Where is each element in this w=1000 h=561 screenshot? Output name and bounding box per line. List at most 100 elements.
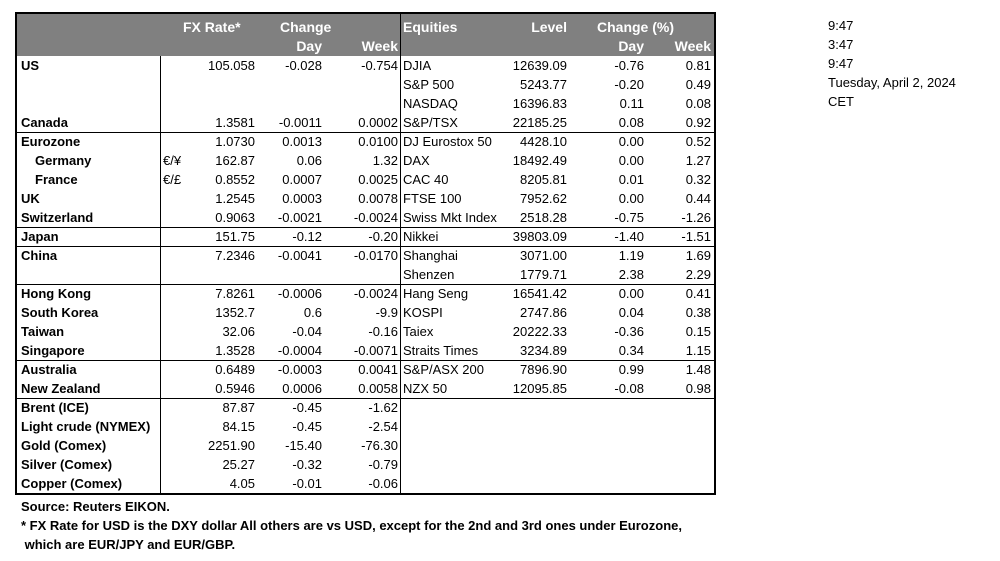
- equity-level: 7896.90: [520, 362, 567, 377]
- header-eq-week: Week: [674, 38, 711, 54]
- equity-day-change: -1.40: [614, 229, 644, 244]
- row-name: Taiwan: [21, 324, 65, 339]
- equity-day-change: 0.01: [618, 172, 644, 187]
- fx-day-change: -0.0021: [277, 210, 322, 225]
- equity-day-change: 0.99: [618, 362, 644, 377]
- table-row: Germany €/¥ 162.87 0.06 1.32 DAX 18492.49 0.00 1…: [17, 151, 714, 170]
- table-row: South Korea 1352.7 0.6 -9.9 KOSPI 2747.86 0.04…: [17, 303, 714, 322]
- fx-rate: 162.87: [215, 153, 255, 168]
- table-row: China 7.2346 -0.0041 -0.0170 Shanghai 3071.00…: [17, 246, 714, 265]
- currency-pair: €/£: [163, 172, 182, 187]
- row-name: Japan: [21, 229, 59, 244]
- fx-rate: 1.3581: [215, 115, 255, 130]
- currency-pair: €/¥: [163, 153, 182, 168]
- equity-index: S&P/ASX 200: [403, 362, 484, 377]
- equity-index: Shenzen: [403, 267, 455, 282]
- row-name: UK: [21, 191, 40, 206]
- table-row: France €/£ 0.8552 0.0007 0.0025 CAC 40 8205.81…: [17, 170, 714, 189]
- equity-week-change: 0.44: [685, 191, 711, 206]
- equity-week-change: 1.69: [685, 248, 711, 263]
- equity-day-change: 2.38: [618, 267, 644, 282]
- equity-day-change: -0.08: [614, 381, 644, 396]
- fx-rate: 1.3528: [215, 343, 255, 358]
- column-divider: [400, 14, 401, 493]
- row-divider: [17, 227, 714, 228]
- table-row: Gold (Comex) 2251.90 -15.40 -76.30: [17, 436, 714, 455]
- table-row: Taiwan 32.06 -0.04 -0.16 Taiex 20222.33 -0.36 0…: [17, 322, 714, 341]
- row-divider: [17, 398, 714, 399]
- fx-day-change: 0.0006: [282, 381, 322, 396]
- timezone: CET: [828, 94, 854, 109]
- row-divider: [17, 246, 714, 247]
- equity-index: DAX: [403, 153, 430, 168]
- equity-week-change: 1.48: [685, 362, 711, 377]
- fx-week-change: -0.754: [361, 58, 398, 73]
- equity-day-change: 0.11: [619, 96, 644, 111]
- fx-day-change: -0.0011: [278, 115, 322, 130]
- equity-index: CAC 40: [403, 172, 449, 187]
- equity-week-change: 0.92: [685, 115, 711, 130]
- time-2: 3:47: [828, 37, 854, 52]
- table-row: Canada 1.3581 -0.0011 0.0002 S&P/TSX 22185.25…: [17, 113, 714, 132]
- equity-level: 16541.42: [512, 286, 567, 301]
- equity-level: 12639.09: [512, 58, 567, 73]
- equity-index: DJIA: [403, 58, 432, 73]
- equity-week-change: -1.51: [681, 229, 711, 244]
- header-eq-day: Day: [618, 38, 644, 54]
- equity-week-change: -1.26: [681, 210, 711, 225]
- fx-week-change: -0.0024: [353, 286, 398, 301]
- equity-week-change: 0.98: [685, 381, 711, 396]
- equity-week-change: 0.15: [685, 324, 711, 339]
- table-row: Australia 0.6489 -0.0003 0.0041 S&P/ASX 200 7…: [17, 360, 714, 379]
- table-row: NASDAQ 16396.83 0.11 0.08: [17, 94, 714, 113]
- equity-index: S&P/TSX: [403, 115, 458, 130]
- fx-day-change: -0.45: [292, 419, 322, 434]
- fx-week-change: 0.0041: [358, 362, 398, 377]
- fx-week-change: -9.9: [375, 305, 398, 320]
- equity-level: 2518.28: [520, 210, 567, 225]
- fx-week-change: -0.0170: [353, 248, 398, 263]
- fx-rate: 1.0730: [215, 134, 255, 149]
- equity-level: 3071.00: [520, 248, 567, 263]
- date: Tuesday, April 2, 2024: [828, 75, 956, 90]
- fx-rate: 25.27: [222, 457, 255, 472]
- equity-day-change: 0.34: [618, 343, 644, 358]
- row-divider: [17, 132, 714, 133]
- source-note: Source: Reuters EIKON.: [21, 499, 170, 514]
- table-row: US 105.058 -0.028 -0.754 DJIA 12639.09 -0.76 0.…: [17, 56, 714, 75]
- header-level: Level: [531, 19, 567, 35]
- table-row: UK 1.2545 0.0003 0.0078 FTSE 100 7952.62 0.00 0…: [17, 189, 714, 208]
- equity-week-change: 1.27: [685, 153, 711, 168]
- table-row: S&P 500 5243.77 -0.20 0.49: [17, 75, 714, 94]
- equity-index: Straits Times: [403, 343, 479, 358]
- header-change-pct: Change (%): [597, 19, 674, 35]
- equity-level: 12095.85: [512, 381, 567, 396]
- equity-day-change: -0.76: [614, 58, 644, 73]
- fx-rate: 1352.7: [215, 305, 255, 320]
- equity-index: Swiss Mkt Index: [403, 210, 497, 225]
- fx-week-change: -76.30: [361, 438, 398, 453]
- row-name: Germany: [35, 153, 92, 168]
- row-name: New Zealand: [21, 381, 101, 396]
- row-name: China: [21, 248, 58, 263]
- fx-rate: 1.2545: [215, 191, 255, 206]
- fx-week-change: 0.0002: [358, 115, 398, 130]
- fx-day-change: -0.0004: [277, 343, 322, 358]
- equity-index: KOSPI: [403, 305, 443, 320]
- time-3: 9:47: [828, 56, 854, 71]
- fx-rate: 87.87: [222, 400, 255, 415]
- equity-index: Nikkei: [403, 229, 439, 244]
- equity-level: 1779.71: [520, 267, 567, 282]
- equity-index: Hang Seng: [403, 286, 469, 301]
- fx-rate: 151.75: [215, 229, 255, 244]
- table-row: Singapore 1.3528 -0.0004 -0.0071 Straits Tim…: [17, 341, 714, 360]
- fx-rate: 0.6489: [215, 362, 255, 377]
- equity-day-change: 0.00: [618, 286, 644, 301]
- table-header: FX Rate* Change Day Week Equities Level …: [17, 14, 714, 56]
- row-divider: [17, 360, 714, 361]
- equity-week-change: 0.32: [685, 172, 711, 187]
- table-row: Light crude (NYMEX) 84.15 -0.45 -2.54: [17, 417, 714, 436]
- row-name: Copper (Comex): [21, 476, 123, 491]
- row-name: Canada: [21, 115, 68, 130]
- table-row: Hong Kong 7.8261 -0.0006 -0.0024 Hang Seng 16…: [17, 284, 714, 303]
